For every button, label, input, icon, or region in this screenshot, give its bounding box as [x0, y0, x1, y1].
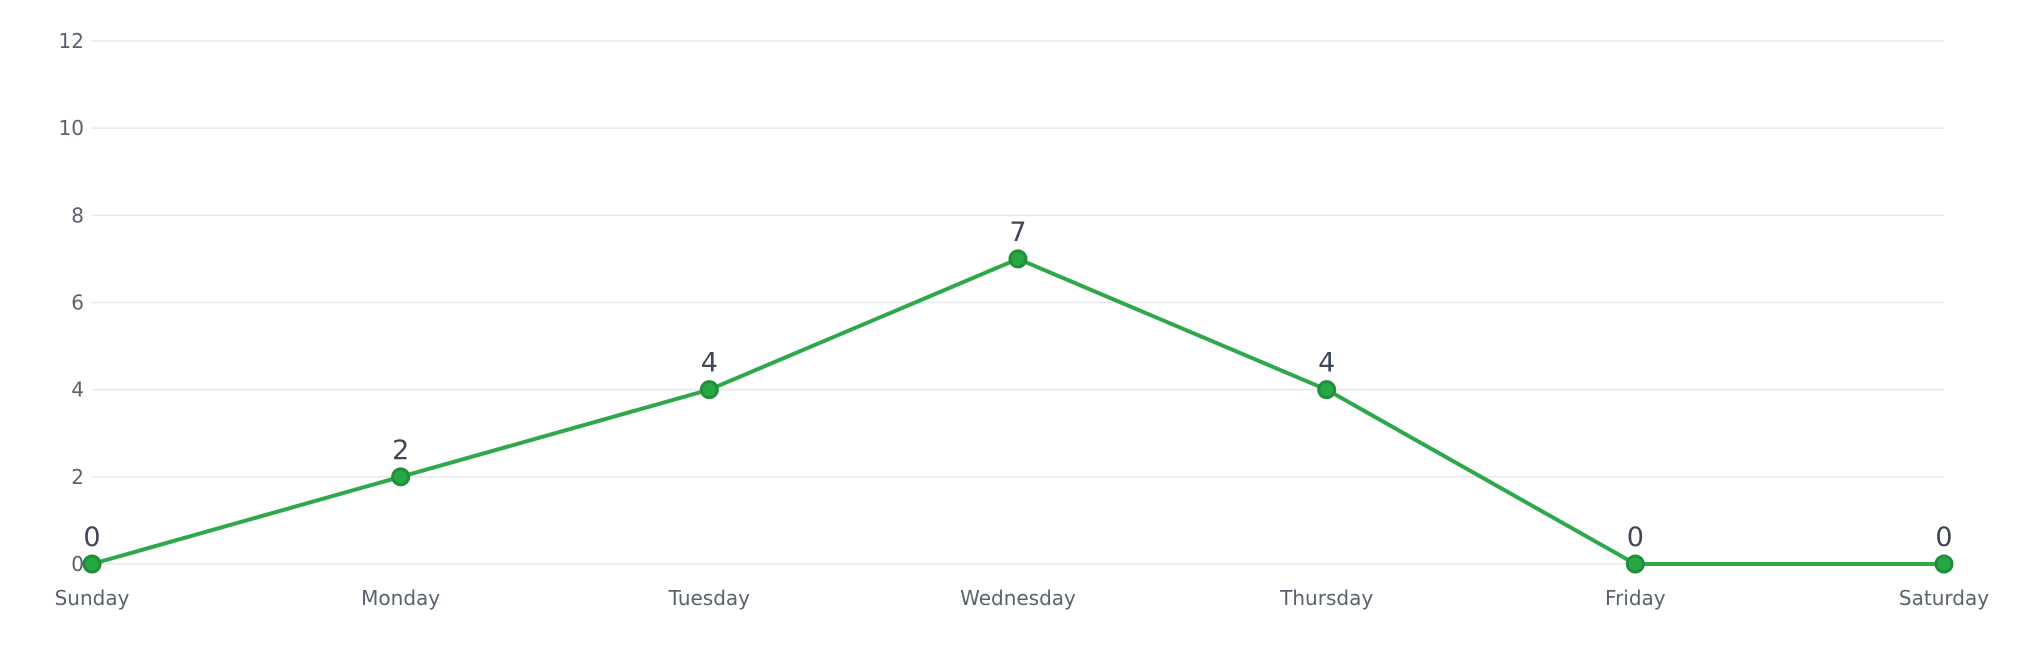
- series: [82, 249, 1954, 574]
- data-label: 4: [1318, 348, 1335, 379]
- data-point[interactable]: [1317, 380, 1337, 400]
- y-tick-label: 6: [71, 291, 84, 315]
- x-tick-label: Tuesday: [668, 586, 751, 610]
- data-label: 0: [83, 522, 100, 553]
- data-label: 0: [1935, 522, 1952, 553]
- data-point[interactable]: [82, 554, 102, 574]
- y-tick-label: 4: [71, 378, 84, 402]
- y-tick-label: 0: [71, 552, 84, 576]
- x-axis-ticks: Sunday Monday Tuesday Wednesday Thursday Frid…: [55, 586, 1990, 610]
- data-point[interactable]: [1934, 554, 1954, 574]
- y-axis-ticks: 0 2 4 6 8 10 12: [59, 29, 84, 576]
- y-tick-label: 12: [59, 29, 84, 53]
- x-tick-label: Saturday: [1899, 586, 1989, 610]
- y-tick-label: 8: [71, 203, 84, 227]
- data-labels: 0 2 4 7 4 0 0: [83, 217, 1952, 553]
- series-line: [91, 256, 1944, 566]
- data-point[interactable]: [1008, 249, 1028, 269]
- x-tick-label: Sunday: [55, 586, 130, 610]
- data-point[interactable]: [699, 380, 719, 400]
- x-tick-label: Monday: [361, 586, 440, 610]
- data-label: 7: [1009, 217, 1026, 248]
- data-label: 0: [1627, 522, 1644, 553]
- x-tick-label: Thursday: [1279, 586, 1373, 610]
- y-tick-label: 10: [59, 116, 84, 140]
- data-point[interactable]: [391, 467, 411, 487]
- x-tick-label: Friday: [1605, 586, 1666, 610]
- x-tick-label: Wednesday: [960, 586, 1076, 610]
- data-point[interactable]: [1625, 554, 1645, 574]
- data-label: 2: [392, 435, 409, 466]
- data-label: 4: [701, 348, 718, 379]
- y-tick-label: 2: [71, 465, 84, 489]
